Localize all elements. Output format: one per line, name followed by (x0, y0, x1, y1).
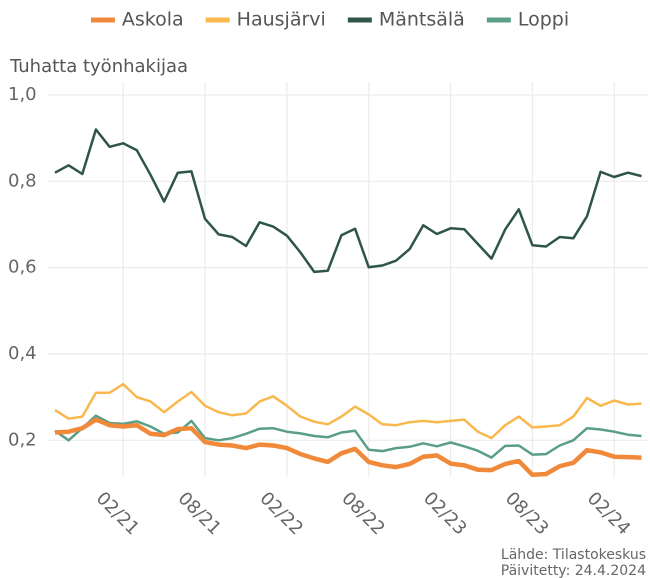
line (54, 382, 642, 440)
x-tick-label: 02/22 (255, 488, 307, 540)
y-tick-label: 0,4 (8, 343, 37, 364)
x-tick-label: 02/23 (419, 488, 471, 540)
legend-label: Loppi (518, 9, 569, 31)
legend: Askola Hausjärvi Mäntsälä Loppi (90, 9, 569, 31)
line (54, 417, 642, 478)
y-tick-label: 1,0 (8, 84, 37, 105)
x-tick-label: 02/24 (583, 488, 635, 540)
y-tick-label: 0,6 (8, 257, 37, 278)
line (54, 414, 642, 459)
legend-label: Mäntsälä (379, 9, 465, 31)
source: Lähde: Tilastokeskus (501, 547, 646, 563)
y-axis-label: Tuhatta työnhakijaa (9, 56, 188, 77)
updated: Päivitetty: 24.4.2024 (501, 563, 646, 578)
x-tick-label: 08/23 (501, 488, 553, 540)
x-tick-label: 08/22 (337, 488, 389, 540)
line (54, 128, 642, 274)
legend-label: Hausjärvi (237, 9, 326, 31)
y-tick-label: 0,8 (8, 170, 37, 191)
y-tick-label: 0,2 (8, 429, 37, 450)
legend-label: Askola (122, 9, 184, 31)
x-tick-label: 02/21 (92, 488, 144, 540)
x-tick-label: 08/21 (174, 488, 226, 540)
